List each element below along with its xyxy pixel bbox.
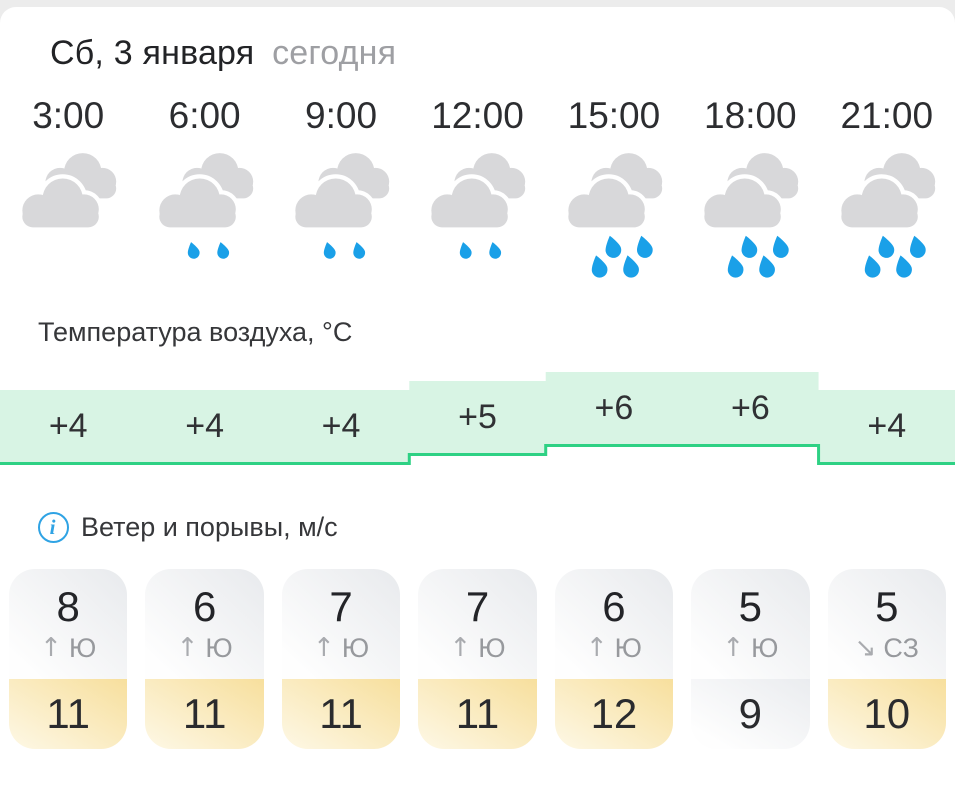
temperature-label-text: Температура воздуха, °C xyxy=(38,317,353,347)
time-label[interactable]: 21:00 xyxy=(840,95,934,136)
time-label[interactable]: 3:00 xyxy=(32,95,105,136)
wind-direction-label: Ю xyxy=(341,632,370,663)
wind-direction-label: Ю xyxy=(68,632,97,663)
cloudy-light-rain-icon xyxy=(409,147,545,309)
temperature-ribbon-chart: +4 +4 +4 +5 +6 +6 +4 xyxy=(0,368,955,470)
wind-direction: ↘ СЗ xyxy=(855,633,919,664)
cloudy-light-rain-icon xyxy=(273,147,409,309)
wind-speed-block: 5 ↑ Ю xyxy=(691,569,810,679)
time-label[interactable]: 18:00 xyxy=(704,95,797,136)
wind-direction-label: Ю xyxy=(751,632,779,663)
gust-value: 9 xyxy=(738,690,763,737)
today-label: сегодня xyxy=(272,34,397,72)
cloudy-rain-icon xyxy=(819,147,955,309)
cloudy-rain-icon xyxy=(546,147,682,309)
wind-speed-value: 6 xyxy=(602,582,626,630)
forecast-card: Сб, 3 января сегодня 3:00 6:00 9:00 12:00 15… xyxy=(0,7,955,800)
condition-icon-row xyxy=(0,147,955,309)
wind-direction-label: Ю xyxy=(205,632,233,663)
wind-direction: ↑ Ю xyxy=(449,633,505,664)
temperature-value: +4 xyxy=(185,407,225,445)
wind-speed-block: 6 ↑ Ю xyxy=(554,569,674,679)
date-header: Сб, 3 января сегодня xyxy=(0,7,955,73)
temperature-section-label: Температура воздуха, °C xyxy=(38,317,955,348)
gust-value: 11 xyxy=(182,690,227,737)
temperature-value: +4 xyxy=(48,407,88,445)
wind-direction-label: Ю xyxy=(614,632,642,663)
gust-value-cell: 11 xyxy=(9,679,128,749)
time-label[interactable]: 12:00 xyxy=(431,95,524,136)
wind-speed-block: 5 ↘ СЗ xyxy=(827,569,946,679)
wind-direction: ↑ Ю xyxy=(313,633,369,664)
wind-speed-value: 5 xyxy=(875,582,899,630)
wind-speed-value: 7 xyxy=(329,582,353,630)
wind-direction-arrow-icon: ↑ xyxy=(313,633,335,663)
wind-direction-arrow-icon: ↑ xyxy=(40,633,62,663)
wind-card[interactable]: 5 ↑ Ю 9 xyxy=(691,569,810,749)
gust-value-cell: 11 xyxy=(418,679,537,749)
gust-value-cell: 11 xyxy=(145,679,264,749)
wind-card[interactable]: 5 ↘ СЗ 10 xyxy=(827,569,946,749)
wind-label-text: Ветер и порывы, м/с xyxy=(81,512,338,542)
hourly-time-row[interactable]: 3:00 6:00 9:00 12:00 15:00 18:00 21:00 xyxy=(0,95,955,137)
wind-card[interactable]: 7 ↑ Ю 11 xyxy=(418,569,537,749)
wind-speed-block: 7 ↑ Ю xyxy=(281,569,401,679)
wind-card[interactable]: 7 ↑ Ю 11 xyxy=(281,569,401,749)
cloudy-rain-icon xyxy=(682,147,818,309)
gust-value-cell: 10 xyxy=(827,679,946,749)
time-label[interactable]: 15:00 xyxy=(567,95,661,136)
gust-value: 11 xyxy=(455,690,500,737)
wind-speed-block: 7 ↑ Ю xyxy=(418,569,537,679)
wind-direction-arrow-icon: ↑ xyxy=(449,633,472,663)
wind-direction: ↑ Ю xyxy=(586,633,642,664)
gust-value-cell: 12 xyxy=(554,679,674,749)
wind-direction-arrow-icon: ↑ xyxy=(585,633,608,663)
gust-value: 11 xyxy=(319,690,363,737)
wind-direction-arrow-icon: ↑ xyxy=(176,633,199,663)
wind-cards-row: 8 ↑ Ю 11 6 ↑ Ю 11 7 ↑ Ю 11 7 ↑ Ю 11 6 ↑ Ю 12 5 ↑ Ю 9 5 ↘ СЗ 10 xyxy=(0,569,955,749)
gust-value: 12 xyxy=(590,690,638,737)
wind-section-label: i Ветер и порывы, м/с xyxy=(38,512,955,543)
wind-direction-arrow-icon: ↘ xyxy=(854,633,877,663)
temperature-value: +6 xyxy=(594,389,634,427)
wind-speed-block: 6 ↑ Ю xyxy=(145,569,264,679)
wind-direction: ↑ Ю xyxy=(177,633,233,664)
wind-direction-arrow-icon: ↑ xyxy=(722,633,745,663)
temperature-value: +4 xyxy=(321,407,361,445)
wind-speed-value: 6 xyxy=(192,582,217,630)
info-icon[interactable]: i xyxy=(38,512,69,543)
temperature-value: +6 xyxy=(730,389,770,427)
wind-speed-value: 5 xyxy=(738,582,763,630)
wind-speed-block: 8 ↑ Ю xyxy=(9,569,128,679)
wind-direction-label: СЗ xyxy=(883,632,919,663)
time-label[interactable]: 9:00 xyxy=(305,95,378,136)
cloudy-light-rain-icon xyxy=(136,147,272,309)
wind-card[interactable]: 6 ↑ Ю 11 xyxy=(145,569,264,749)
gust-value: 11 xyxy=(46,690,91,737)
date-label: Сб, 3 января xyxy=(50,34,255,72)
gust-value-cell: 9 xyxy=(691,679,810,749)
wind-speed-value: 8 xyxy=(56,582,80,630)
time-label[interactable]: 6:00 xyxy=(168,95,241,136)
wind-card[interactable]: 8 ↑ Ю 11 xyxy=(9,569,128,749)
temperature-value: +4 xyxy=(867,407,907,445)
wind-direction: ↑ Ю xyxy=(722,633,778,664)
cloudy-icon xyxy=(0,147,136,309)
wind-direction-label: Ю xyxy=(478,632,506,663)
temperature-value: +5 xyxy=(458,398,497,436)
wind-direction: ↑ Ю xyxy=(40,633,96,664)
wind-card[interactable]: 6 ↑ Ю 12 xyxy=(554,569,674,749)
gust-value: 10 xyxy=(863,690,911,737)
wind-speed-value: 7 xyxy=(465,582,490,630)
gust-value-cell: 11 xyxy=(281,679,401,749)
